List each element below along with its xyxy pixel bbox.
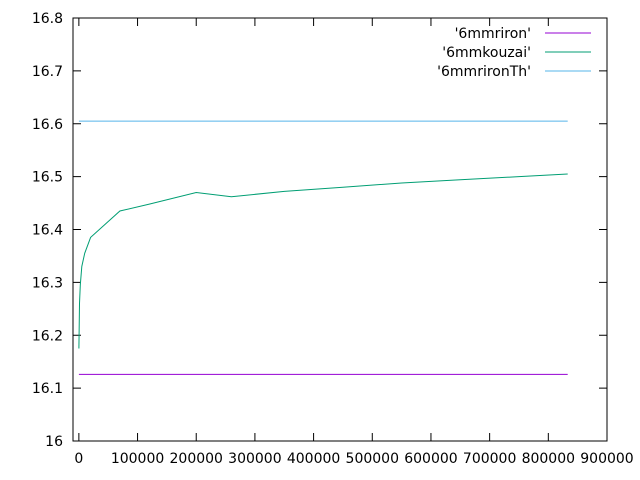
x-tick-label: 500000 [346,451,399,467]
x-tick-label: 900000 [580,451,633,467]
x-tick-label: 600000 [404,451,457,467]
x-tick-label: 100000 [111,451,164,467]
legend-label-6mmrironth: '6mmrironTh' [437,64,531,80]
y-tick-label: 16.4 [32,223,63,239]
y-tick-label: 16.8 [32,11,63,27]
y-tick-label: 16.7 [32,64,63,80]
legend-label-6mmriron: '6mmriron' [455,26,531,42]
legend: '6mmriron' '6mmkouzai' '6mmrironTh' [437,26,591,80]
y-axis: 16 16.1 16.2 16.3 16.4 16.5 16.6 16.7 16.8 [32,11,607,450]
x-axis: 0 100000 200000 300000 400000 500000 600000 700… [74,18,634,467]
plot-frame [72,17,608,442]
legend-label-6mmkouzai: '6mmkouzai' [442,45,531,61]
x-tick-label: 800000 [522,451,575,467]
y-tick-label: 16.5 [32,170,63,186]
series-lines [78,120,568,375]
plot-frame-layer [72,17,608,442]
y-tick-label: 16.1 [32,381,63,397]
x-tick-label: 700000 [463,451,516,467]
y-tick-label: 16.3 [32,275,63,291]
x-tick-label: 0 [74,451,83,467]
x-tick-label: 400000 [287,451,340,467]
x-tick-label: 300000 [228,451,281,467]
y-tick-label: 16.2 [32,328,63,344]
series-line-6mmkouzai [78,173,568,349]
x-tick-label: 200000 [170,451,223,467]
y-tick-label: 16 [45,434,63,450]
y-tick-label: 16.6 [32,117,63,133]
